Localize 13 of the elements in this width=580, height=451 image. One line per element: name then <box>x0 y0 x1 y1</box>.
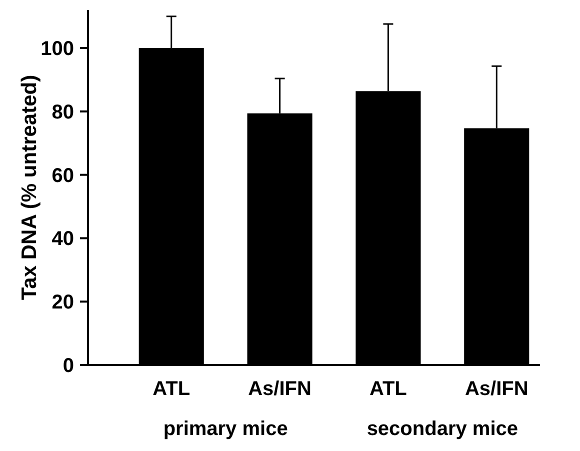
y-tick-label: 60 <box>52 164 74 187</box>
text: primary mice <box>163 418 288 440</box>
y-tick-label: 40 <box>52 228 74 250</box>
x-tick-label: ATL <box>370 378 407 400</box>
y-tick-label: 100 <box>40 38 74 60</box>
y-tick-label: 0 <box>62 355 74 377</box>
text: secondary mice <box>366 418 518 440</box>
x-tick-label: As/IFN <box>248 378 312 400</box>
y-tick-label: 20 <box>52 292 74 314</box>
x-tick-label: As/IFN <box>464 378 528 400</box>
y-axis-title: Tax DNA (% untreated) <box>18 74 41 300</box>
x-tick-label: ATL <box>152 378 190 400</box>
y-tick-label: 80 <box>52 101 74 124</box>
